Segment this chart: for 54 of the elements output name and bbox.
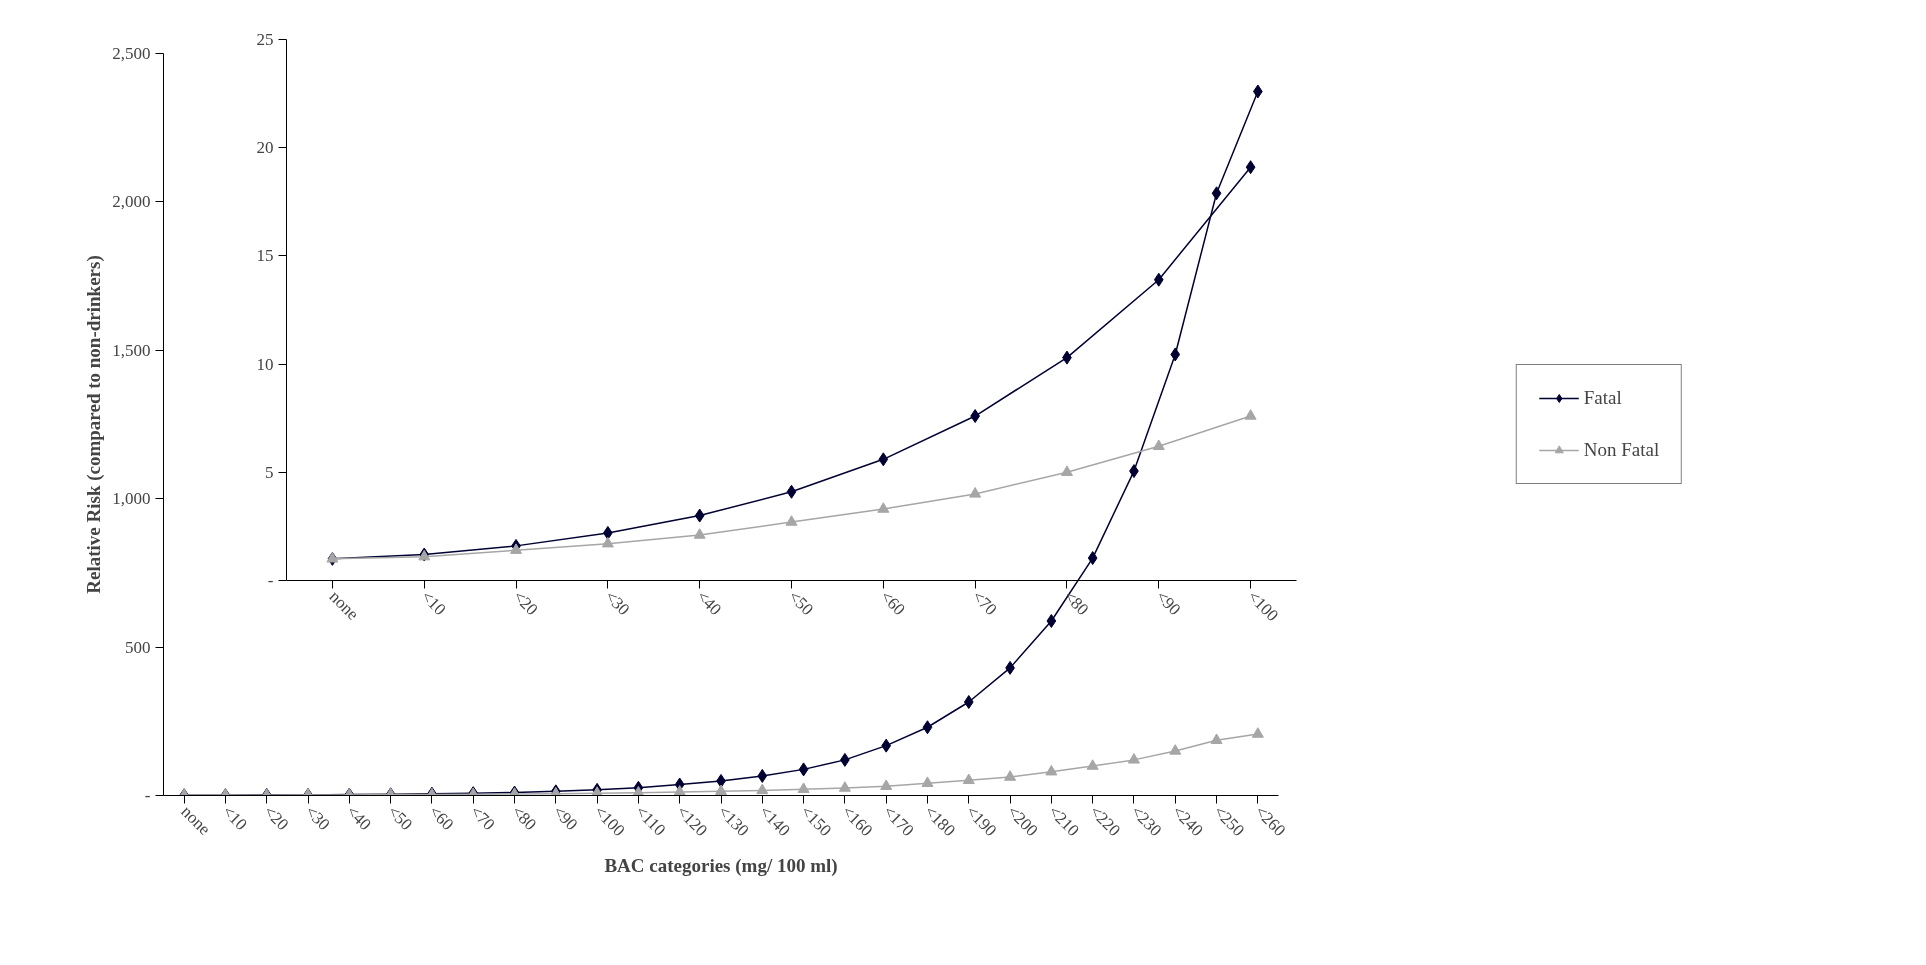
- y-tick-label: 2,000: [112, 192, 151, 212]
- y-tick-label: 25: [256, 30, 274, 49]
- y-tick-label: 10: [256, 354, 274, 374]
- y-tick-label: 500: [125, 637, 151, 657]
- y-tick-label: 15: [256, 246, 274, 266]
- x-tick-label: none: [177, 801, 215, 839]
- x-tick-label: <150: [796, 801, 836, 841]
- x-tick-label: <80: [1060, 586, 1093, 620]
- legend-label: Non Fatal: [1583, 439, 1660, 461]
- y-tick-label: -: [144, 786, 151, 805]
- x-tick-label: <210: [1044, 801, 1083, 841]
- x-tick-label: none: [325, 586, 363, 624]
- x-tick-label: <40: [692, 586, 726, 620]
- x-tick-label: <30: [601, 586, 634, 620]
- x-tick-label: <80: [507, 801, 541, 835]
- x-tick-label: <260: [1251, 801, 1290, 841]
- x-tick-label: <10: [417, 586, 450, 620]
- x-tick-label: <220: [1085, 801, 1125, 841]
- y-tick-label: 2,500: [112, 44, 151, 63]
- x-tick-label: <40: [342, 801, 375, 835]
- x-tick-label: <190: [962, 801, 1001, 841]
- x-tick-label: <50: [784, 586, 818, 620]
- x-tick-label: <230: [1127, 801, 1166, 841]
- x-tick-label: <20: [260, 801, 293, 835]
- x-tick-label: <200: [1003, 801, 1042, 841]
- x-tick-label: <60: [876, 586, 909, 620]
- x-tick-label: <180: [920, 801, 960, 841]
- x-tick-label: <100: [590, 801, 629, 841]
- x-tick-label: <70: [466, 801, 499, 835]
- y-axis-title: Relative Risk (compared to non-drinkers): [83, 255, 106, 594]
- x-tick-label: <50: [383, 801, 417, 835]
- y-tick-label: 20: [256, 138, 274, 158]
- x-tick-label: <250: [1209, 801, 1249, 841]
- x-tick-label: <110: [631, 801, 670, 840]
- legend-label: Fatal: [1583, 387, 1622, 409]
- x-tick-label: <10: [218, 801, 251, 835]
- y-tick-label: -: [267, 571, 274, 590]
- x-axis-title: BAC categories (mg/ 100 ml): [604, 854, 838, 877]
- x-tick-label: <30: [301, 801, 334, 835]
- y-tick-label: 1,500: [112, 340, 151, 360]
- x-tick-label: <170: [879, 801, 918, 841]
- x-tick-label: <20: [509, 586, 542, 620]
- x-tick-label: <140: [755, 801, 794, 841]
- x-tick-label: <130: [714, 801, 753, 841]
- x-tick-label: <160: [838, 801, 877, 841]
- x-tick-label: <120: [672, 801, 712, 841]
- x-tick-label: <90: [1152, 586, 1185, 620]
- y-tick-label: 5: [265, 462, 274, 482]
- x-tick-label: <90: [549, 801, 582, 835]
- y-tick-label: 1,000: [112, 489, 151, 509]
- x-tick-label: <60: [425, 801, 458, 835]
- x-tick-label: <100: [1243, 586, 1283, 626]
- x-tick-label: <240: [1168, 801, 1207, 841]
- x-tick-label: <70: [968, 586, 1001, 620]
